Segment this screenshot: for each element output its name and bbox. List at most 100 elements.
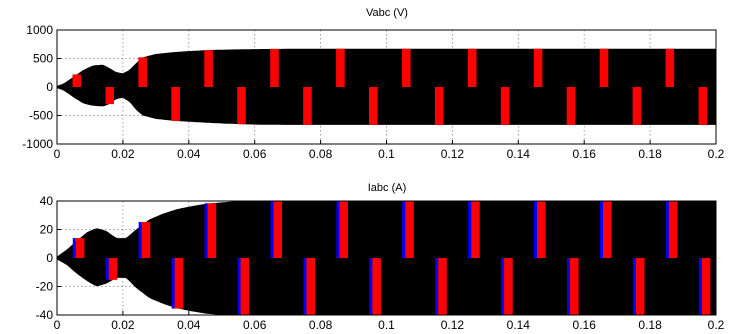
pulse-red-vabc-19 <box>698 87 708 125</box>
pulse-red-iabc-5 <box>240 258 250 315</box>
x-tick-label-vabc-2: 0.04 <box>177 147 201 161</box>
x-tick-label-vabc-10: 0.2 <box>708 147 725 161</box>
waveform-vabc <box>57 48 716 125</box>
pulse-red-iabc-7 <box>306 258 315 315</box>
pulse-red-iabc-6 <box>273 201 283 258</box>
pulse-blue-iabc-3 <box>171 258 175 309</box>
x-tick-label-vabc-6: 0.12 <box>441 147 465 161</box>
y-tick-label-iabc-3: 20 <box>40 223 54 237</box>
y-tick-label-vabc-1: -500 <box>29 109 53 123</box>
x-tick-label-iabc-10: 0.2 <box>708 318 725 332</box>
chart-title-iabc: Iabc (A) <box>368 182 407 194</box>
pulse-blue-iabc-19 <box>698 258 702 315</box>
x-tick-label-iabc-2: 0.04 <box>177 318 201 332</box>
x-tick-label-vabc-0: 0 <box>54 147 61 161</box>
pulse-blue-iabc-4 <box>204 203 208 258</box>
pulse-red-iabc-4 <box>207 203 217 258</box>
pulse-red-vabc-2 <box>138 57 147 87</box>
x-tick-label-iabc-5: 0.1 <box>378 318 395 332</box>
x-tick-label-vabc-4: 0.08 <box>309 147 333 161</box>
pulse-red-vabc-6 <box>270 48 279 87</box>
pulse-red-iabc-16 <box>602 201 612 258</box>
x-tick-label-vabc-3: 0.06 <box>243 147 267 161</box>
x-tick-label-vabc-5: 0.1 <box>378 147 395 161</box>
pulse-blue-iabc-17 <box>632 258 636 315</box>
pulse-blue-iabc-13 <box>501 258 505 315</box>
x-tick-label-vabc-7: 0.14 <box>507 147 531 161</box>
x-tick-label-iabc-3: 0.06 <box>243 318 267 332</box>
chart-iabc: Iabc (A) 0 0.02 0.04 0.06 0.08 0.1 0.12 0.14 0.1… <box>36 182 725 332</box>
pulse-red-iabc-9 <box>372 258 381 315</box>
y-tick-label-vabc-0: -1000 <box>22 137 53 151</box>
y-tick-label-iabc-0: -40 <box>36 308 54 322</box>
pulse-red-vabc-0 <box>72 74 82 87</box>
x-tick-label-vabc-1: 0.02 <box>111 147 135 161</box>
pulse-red-iabc-14 <box>537 201 546 258</box>
pulse-blue-iabc-11 <box>435 258 439 315</box>
pulse-red-vabc-11 <box>434 87 444 125</box>
pulse-red-iabc-17 <box>635 258 645 315</box>
x-tick-label-iabc-1: 0.02 <box>111 318 135 332</box>
pulse-red-vabc-10 <box>401 48 411 87</box>
pulse-blue-iabc-6 <box>270 201 274 258</box>
x-tick-label-iabc-9: 0.18 <box>638 318 662 332</box>
x-tick-label-iabc-4: 0.08 <box>309 318 333 332</box>
pulse-red-vabc-5 <box>237 87 246 125</box>
pulse-red-vabc-3 <box>171 87 180 121</box>
pulse-red-vabc-12 <box>467 48 477 87</box>
pulse-blue-iabc-18 <box>665 201 669 258</box>
pulse-red-iabc-18 <box>668 201 678 258</box>
plot-border-iabc <box>56 200 717 316</box>
x-tick-label-iabc-0: 0 <box>54 318 61 332</box>
pulse-blue-iabc-16 <box>599 201 603 258</box>
pulse-red-vabc-14 <box>533 48 543 87</box>
pulse-red-iabc-15 <box>570 258 579 315</box>
pulse-red-iabc-0 <box>75 238 85 258</box>
pulse-blue-iabc-0 <box>72 238 76 258</box>
x-tick-label-iabc-8: 0.16 <box>573 318 597 332</box>
y-tick-label-vabc-2: 0 <box>46 80 53 94</box>
pulse-blue-iabc-8 <box>336 201 340 258</box>
y-tick-label-iabc-2: 0 <box>46 251 53 265</box>
pulse-red-iabc-12 <box>471 201 480 258</box>
pulse-blue-iabc-12 <box>468 201 472 258</box>
pulse-blue-iabc-5 <box>237 258 241 315</box>
pulse-red-vabc-9 <box>369 87 378 125</box>
x-tick-label-iabc-6: 0.12 <box>441 318 465 332</box>
plot-border-vabc <box>56 29 717 145</box>
pulse-blue-iabc-2 <box>138 222 142 258</box>
pulse-red-vabc-7 <box>303 87 312 125</box>
axis-ticks-iabc: 0 0.02 0.04 0.06 0.08 0.1 0.12 0.14 0.16 0.18 0.2 -… <box>36 194 725 332</box>
pulse-red-vabc-1 <box>105 87 115 105</box>
chart-vabc: Vabc (V) 0 0.02 0.04 0.06 0.08 0.1 0.12 0.14 0.1… <box>22 7 724 161</box>
pulse-blue-iabc-10 <box>402 201 406 258</box>
y-tick-label-vabc-3: 500 <box>33 52 53 66</box>
y-tick-label-vabc-4: 1000 <box>26 23 53 37</box>
x-tick-label-vabc-9: 0.18 <box>638 147 662 161</box>
x-tick-label-vabc-8: 0.16 <box>573 147 597 161</box>
pulse-red-vabc-8 <box>336 48 345 87</box>
pulse-red-iabc-3 <box>174 258 184 309</box>
pulse-red-vabc-17 <box>632 87 642 125</box>
series-band-vabc <box>57 48 716 125</box>
pulse-red-vabc-15 <box>566 87 576 125</box>
pulse-blue-iabc-15 <box>567 258 571 315</box>
pulse-red-iabc-19 <box>701 258 711 315</box>
x-tick-label-iabc-7: 0.14 <box>507 318 531 332</box>
pulse-red-iabc-11 <box>438 258 447 315</box>
pulse-red-vabc-18 <box>665 48 675 87</box>
pulse-red-iabc-1 <box>108 258 118 280</box>
pulse-red-vabc-4 <box>204 50 213 87</box>
pulse-red-vabc-13 <box>500 87 510 125</box>
pulse-red-iabc-8 <box>339 201 348 258</box>
chart-title-vabc: Vabc (V) <box>366 7 408 19</box>
pulse-blue-iabc-1 <box>105 258 109 280</box>
pulse-blue-iabc-7 <box>303 258 307 315</box>
series-band-iabc <box>57 201 716 315</box>
waveform-iabc <box>57 201 716 315</box>
pulse-blue-iabc-14 <box>534 201 538 258</box>
pulse-red-iabc-13 <box>504 258 513 315</box>
y-tick-label-iabc-4: 40 <box>40 194 54 208</box>
axis-ticks-vabc: 0 0.02 0.04 0.06 0.08 0.1 0.12 0.14 0.16 0.18 0.2 -… <box>22 23 724 161</box>
